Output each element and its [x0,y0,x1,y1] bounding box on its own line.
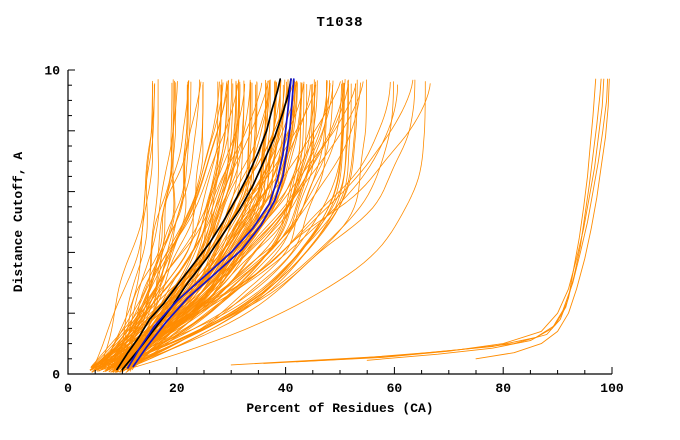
plot-area: 0 20 40 60 80 100 0 10 [44,64,624,397]
right-cluster-curve [475,78,610,360]
ensemble-curve [102,83,154,369]
x-tick-label: 0 [64,381,72,396]
y-tick-label: 10 [44,64,60,79]
ensemble-curve [108,82,302,372]
ensemble-curve [114,81,341,373]
ensemble-curve [115,81,426,373]
highlight-black-curve [116,78,282,371]
chart-title: T1038 [316,15,363,31]
ensemble-curve [126,79,350,372]
x-tick-label: 80 [495,381,511,396]
ensemble-curve [111,81,316,372]
ensemble-curve [98,83,352,366]
ensemble-curve [122,80,330,371]
ensemble-curve [126,79,358,369]
ensemble-curve [120,80,269,373]
ensemble-curve [131,78,295,371]
x-axis-label: Percent of Residues (CA) [246,401,433,416]
x-tick-label: 40 [278,381,294,396]
ensemble-curve [108,82,237,373]
right-cluster-curve [296,78,605,363]
ensemble-curve [107,82,177,367]
y-axis-label: Distance Cutoff, A [11,152,26,293]
ensemble-curve [109,82,204,369]
y-tick-label: 0 [52,368,60,383]
ensemble-curve [90,84,222,368]
ensemble-curve [96,83,267,371]
ensemble-curve [128,79,289,371]
ensemble-curve [103,82,173,366]
highlight-black-curve [121,78,292,371]
ensemble-curve [116,80,153,368]
ensemble-curve [127,79,200,372]
ensemble-curve [118,80,175,371]
x-tick-label: 20 [169,381,185,396]
ensemble-curve [96,83,313,371]
ensemble-curve [94,84,228,367]
ensemble-curve [112,81,305,373]
x-tick-label: 100 [600,381,624,396]
ensemble-curve [116,81,298,370]
ensemble-curve [130,79,346,369]
ensemble-curve [106,82,228,371]
ensemble-curve [94,84,241,371]
highlight-blue-curve [132,78,295,368]
ensemble-curve [126,79,416,367]
ensemble-curve [97,83,356,372]
ensemble-curve [91,84,188,367]
ensemble-curve [105,82,267,372]
ensemble-curve [123,80,327,369]
ensemble-curve [105,82,253,372]
ensemble-curve [125,79,414,373]
ensemble-curve [129,79,175,368]
ensemble-curve [124,79,271,367]
ensemble-curve [91,84,311,369]
right-cluster-curve [366,78,609,361]
ensemble-curve [120,80,349,367]
x-tick-label: 60 [387,381,403,396]
ensemble-curve [97,83,349,372]
ensemble-curve [90,84,334,368]
ensemble-curve [127,79,367,367]
ensemble-curve [106,82,224,370]
highlight-blue-curve [126,78,292,369]
ensemble-curve [102,82,345,373]
ensemble-curve [89,84,296,371]
ensemble-curve [121,80,318,373]
